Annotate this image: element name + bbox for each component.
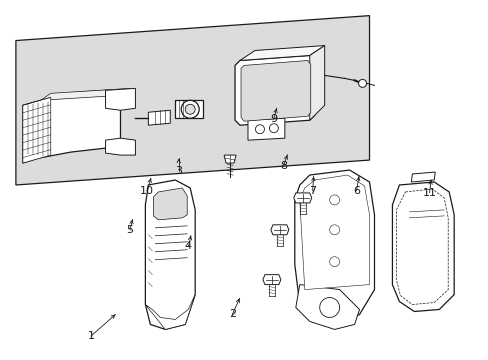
Circle shape (329, 225, 339, 235)
Text: 2: 2 (228, 310, 235, 319)
Text: 6: 6 (352, 186, 359, 196)
Polygon shape (41, 88, 130, 100)
Circle shape (329, 195, 339, 205)
Circle shape (324, 190, 344, 210)
Circle shape (329, 257, 339, 267)
Polygon shape (293, 193, 311, 203)
Text: 10: 10 (140, 186, 154, 196)
Polygon shape (295, 285, 359, 329)
Circle shape (269, 124, 278, 133)
Circle shape (358, 80, 366, 87)
Polygon shape (145, 294, 195, 329)
Polygon shape (105, 138, 135, 155)
Polygon shape (299, 175, 369, 289)
Text: 11: 11 (422, 188, 436, 198)
Circle shape (324, 252, 344, 272)
Polygon shape (23, 90, 120, 163)
Polygon shape (235, 55, 314, 125)
Polygon shape (263, 275, 280, 285)
Polygon shape (148, 110, 170, 125)
Polygon shape (105, 88, 135, 110)
Polygon shape (16, 15, 369, 185)
Polygon shape (23, 97, 51, 163)
Polygon shape (224, 155, 236, 163)
Text: 9: 9 (269, 114, 277, 124)
Text: 4: 4 (184, 241, 192, 251)
Text: 7: 7 (308, 186, 316, 196)
Polygon shape (247, 118, 285, 140)
Polygon shape (241, 60, 310, 121)
Circle shape (185, 104, 195, 114)
Polygon shape (153, 188, 187, 220)
Polygon shape (240, 45, 324, 60)
Circle shape (181, 100, 199, 118)
Bar (175, 100, 203, 118)
Polygon shape (309, 45, 324, 120)
Polygon shape (396, 189, 447, 305)
Polygon shape (392, 182, 453, 311)
Polygon shape (294, 170, 374, 324)
Text: 8: 8 (279, 161, 286, 171)
Circle shape (255, 125, 264, 134)
Text: 5: 5 (126, 225, 133, 235)
Circle shape (319, 298, 339, 318)
Circle shape (324, 220, 344, 240)
Polygon shape (270, 225, 288, 235)
Text: 3: 3 (175, 166, 182, 176)
Polygon shape (410, 172, 434, 182)
Text: 1: 1 (87, 331, 94, 341)
Polygon shape (145, 180, 195, 329)
